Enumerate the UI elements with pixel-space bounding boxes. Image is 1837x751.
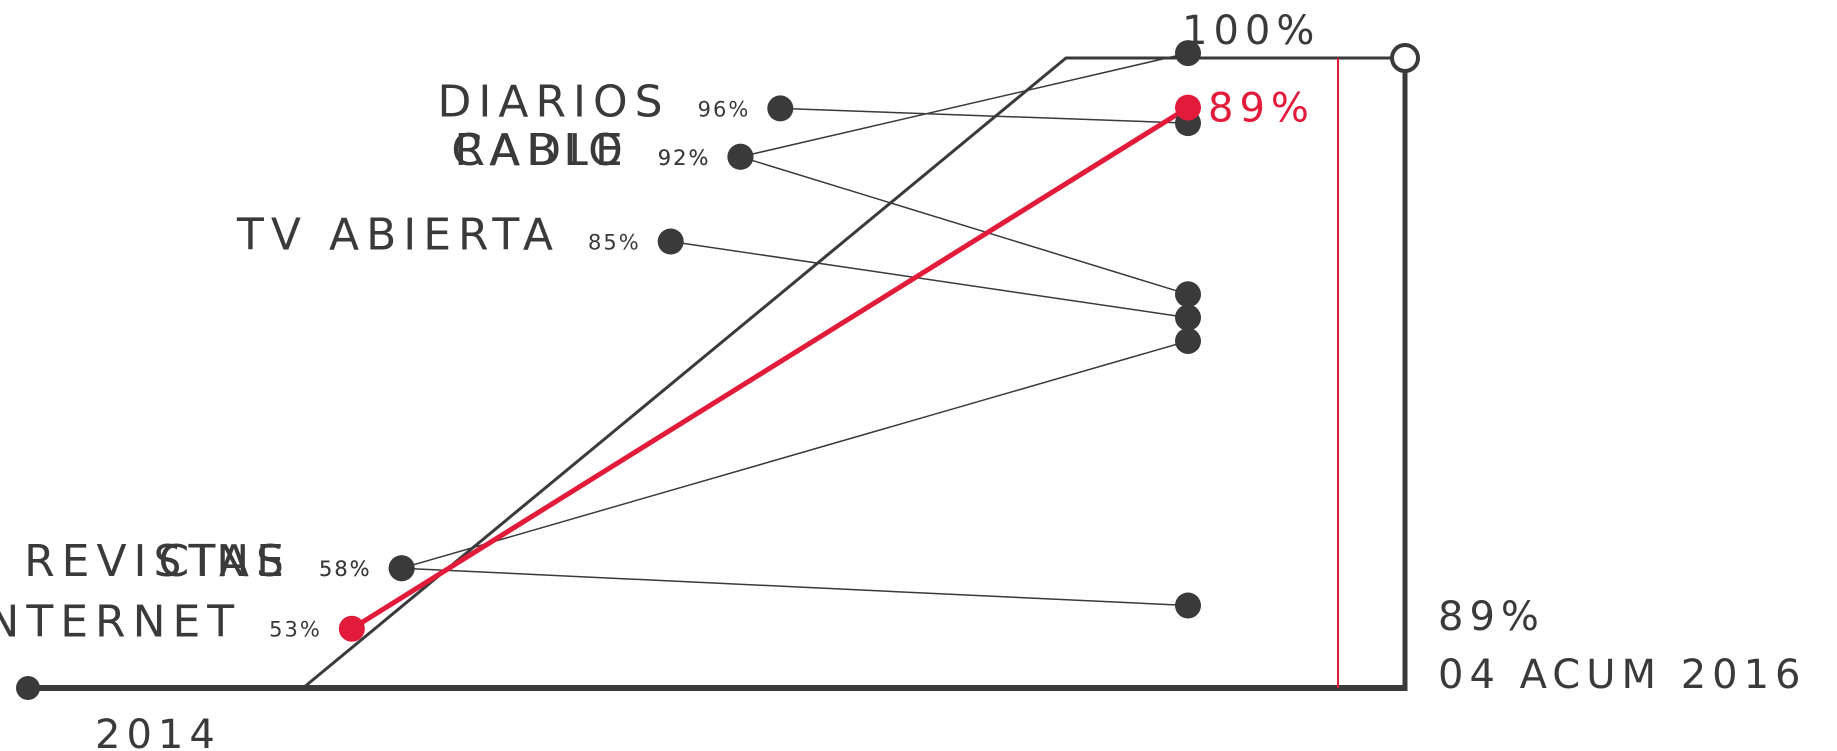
top-end-marker: [1390, 43, 1420, 73]
series-label-cine: CINE 58%: [159, 536, 372, 587]
series-line-cine: [401, 340, 1189, 569]
series-line-cable: [740, 52, 1189, 158]
series-start-value-internet: 53%: [269, 618, 322, 642]
series-name-radio: RADIO: [454, 125, 629, 176]
diagonal-axis: [302, 56, 1392, 690]
series-points: [338, 40, 1201, 642]
series-name-cable: CABLE: [451, 125, 629, 176]
end-period-label: 04 ACUM 2016: [1438, 652, 1807, 698]
series-start-value-cable: 92%: [658, 146, 711, 170]
series-lines: [350, 52, 1190, 631]
series-name-revistas: REVISTAS: [24, 536, 291, 587]
series-label-diarios: DIARIOS 96%: [438, 76, 751, 127]
series-name-cine: CINE: [159, 536, 291, 587]
start-point-internet: [338, 615, 365, 642]
end-value-internet: 89%: [1208, 86, 1315, 132]
end-point-radio: [1175, 281, 1201, 308]
series-name-diarios: DIARIOS: [438, 76, 670, 127]
top-percent-label: 100%: [1182, 8, 1320, 54]
series-line-diarios: [780, 107, 1189, 124]
series-label-internet: INTERNET 53%: [0, 597, 322, 648]
series-line-internet: [350, 105, 1190, 631]
series-start-value-radio: 92%: [658, 146, 711, 170]
series-label-cable: CABLE 92%: [451, 125, 710, 176]
end-point-cine: [1175, 327, 1201, 354]
end-point-revistas: [1175, 592, 1201, 619]
series-start-value-cine: 58%: [319, 557, 372, 581]
series-name-internet: INTERNET: [0, 597, 241, 648]
start-point-tv-abierta: [657, 228, 684, 255]
series-start-value-tv-abierta: 85%: [588, 231, 641, 255]
chart-frame: [16, 43, 1420, 700]
series-line-radio: [740, 156, 1189, 296]
start-point-cable: [727, 143, 754, 170]
series-label-radio: RADIO 92%: [454, 125, 710, 176]
series-start-value-revistas: 58%: [319, 557, 372, 581]
baseline-start-point: [16, 676, 40, 700]
series-label-tv-abierta: TV ABIERTA 85%: [236, 210, 641, 261]
start-point-revistas: [388, 555, 415, 582]
series-line-tv-abierta: [670, 240, 1189, 319]
end-point-internet: [1175, 94, 1201, 121]
start-year-label: 2014: [95, 712, 221, 751]
series-line-revistas: [401, 567, 1189, 607]
series-label-revistas: REVISTAS 58%: [24, 536, 372, 587]
end-value-label: 89%: [1438, 594, 1545, 640]
end-point-cable: [1175, 40, 1201, 67]
series-start-value-diarios: 96%: [698, 97, 751, 121]
series-labels: DIARIOS 96%RADIO 92%CABLE 92%TV ABIERTA 85%C…: [0, 76, 1315, 648]
series-name-tv-abierta: TV ABIERTA: [236, 210, 560, 261]
end-point-tv-abierta: [1175, 304, 1201, 331]
start-point-diarios: [767, 95, 794, 122]
